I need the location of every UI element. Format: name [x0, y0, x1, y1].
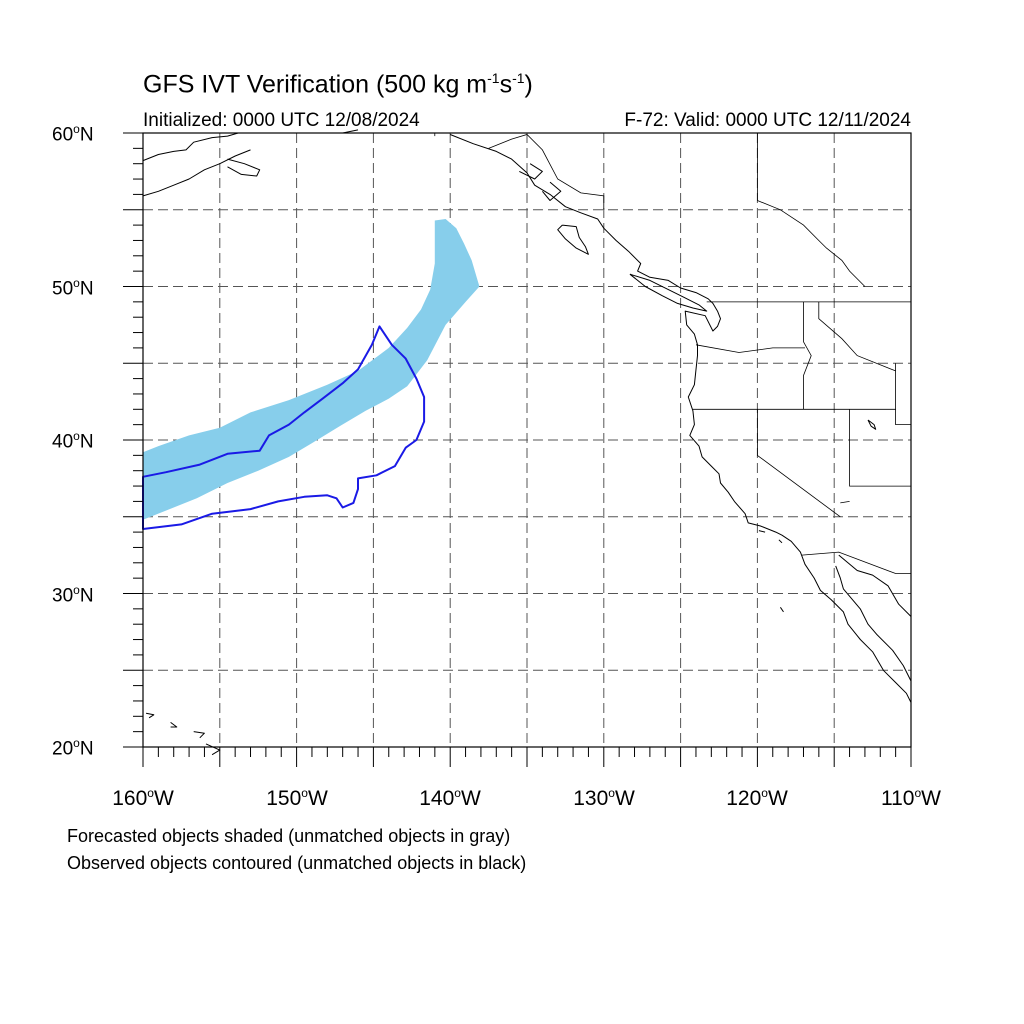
axis-ticks [123, 132, 912, 767]
coastline [542, 181, 562, 201]
forecast-ivt-object [143, 219, 480, 520]
coastline [835, 565, 912, 682]
observed-ivt-contour [142, 325, 426, 530]
border-line [818, 301, 896, 372]
coastline [778, 539, 783, 544]
coastline [838, 554, 912, 617]
forecast-legend-note: Forecasted objects shaded (unmatched obj… [67, 826, 511, 846]
valid-time-label: F-72: Valid: 0000 UTC 12/11/2024 [624, 110, 911, 131]
graticule [143, 133, 911, 747]
lon-label-120w: 120oW [726, 786, 788, 810]
coastline [629, 273, 708, 312]
coastline [867, 419, 877, 430]
border-line [757, 409, 841, 518]
political-borders [434, 133, 911, 574]
border-line [801, 551, 911, 574]
coastlines [142, 129, 912, 756]
observed-legend-note: Observed objects contoured (unmatched ob… [67, 853, 527, 873]
lat-label-30n: 30oN [52, 583, 94, 607]
border-line [803, 301, 812, 410]
chart-title: GFS IVT Verification (500 kg m-1s-1) [143, 70, 533, 99]
observed-objects [142, 325, 426, 530]
coastline [450, 134, 912, 703]
lon-label-160w: 160oW [112, 786, 174, 810]
border-line [695, 344, 805, 353]
border-line [849, 409, 911, 487]
lon-label-150w: 150oW [266, 786, 328, 810]
lat-label-50n: 50oN [52, 276, 94, 300]
border-line [757, 200, 866, 287]
lat-label-40n: 40oN [52, 429, 94, 453]
coastline [193, 731, 205, 739]
coastline [145, 712, 155, 719]
map-frame [142, 132, 912, 748]
coastline [779, 607, 784, 613]
coastline [557, 224, 589, 255]
lon-label-130w: 130oW [573, 786, 635, 810]
lat-label-60n: 60oN [52, 122, 94, 146]
lon-label-110w: 110oW [881, 786, 941, 810]
coastline [170, 721, 178, 728]
forecast-objects [143, 219, 480, 520]
coastline [758, 530, 766, 533]
coastline [519, 163, 543, 180]
coastline [227, 158, 261, 177]
border-line [895, 363, 911, 426]
border-line [840, 501, 850, 504]
lon-label-140w: 140oW [419, 786, 481, 810]
coastline [142, 149, 251, 197]
init-time-label: Initialized: 0000 UTC 12/08/2024 [143, 110, 420, 131]
border-line [488, 134, 605, 210]
coastline [205, 743, 221, 756]
coastline [142, 132, 239, 162]
lat-label-20n: 20oN [52, 736, 94, 760]
